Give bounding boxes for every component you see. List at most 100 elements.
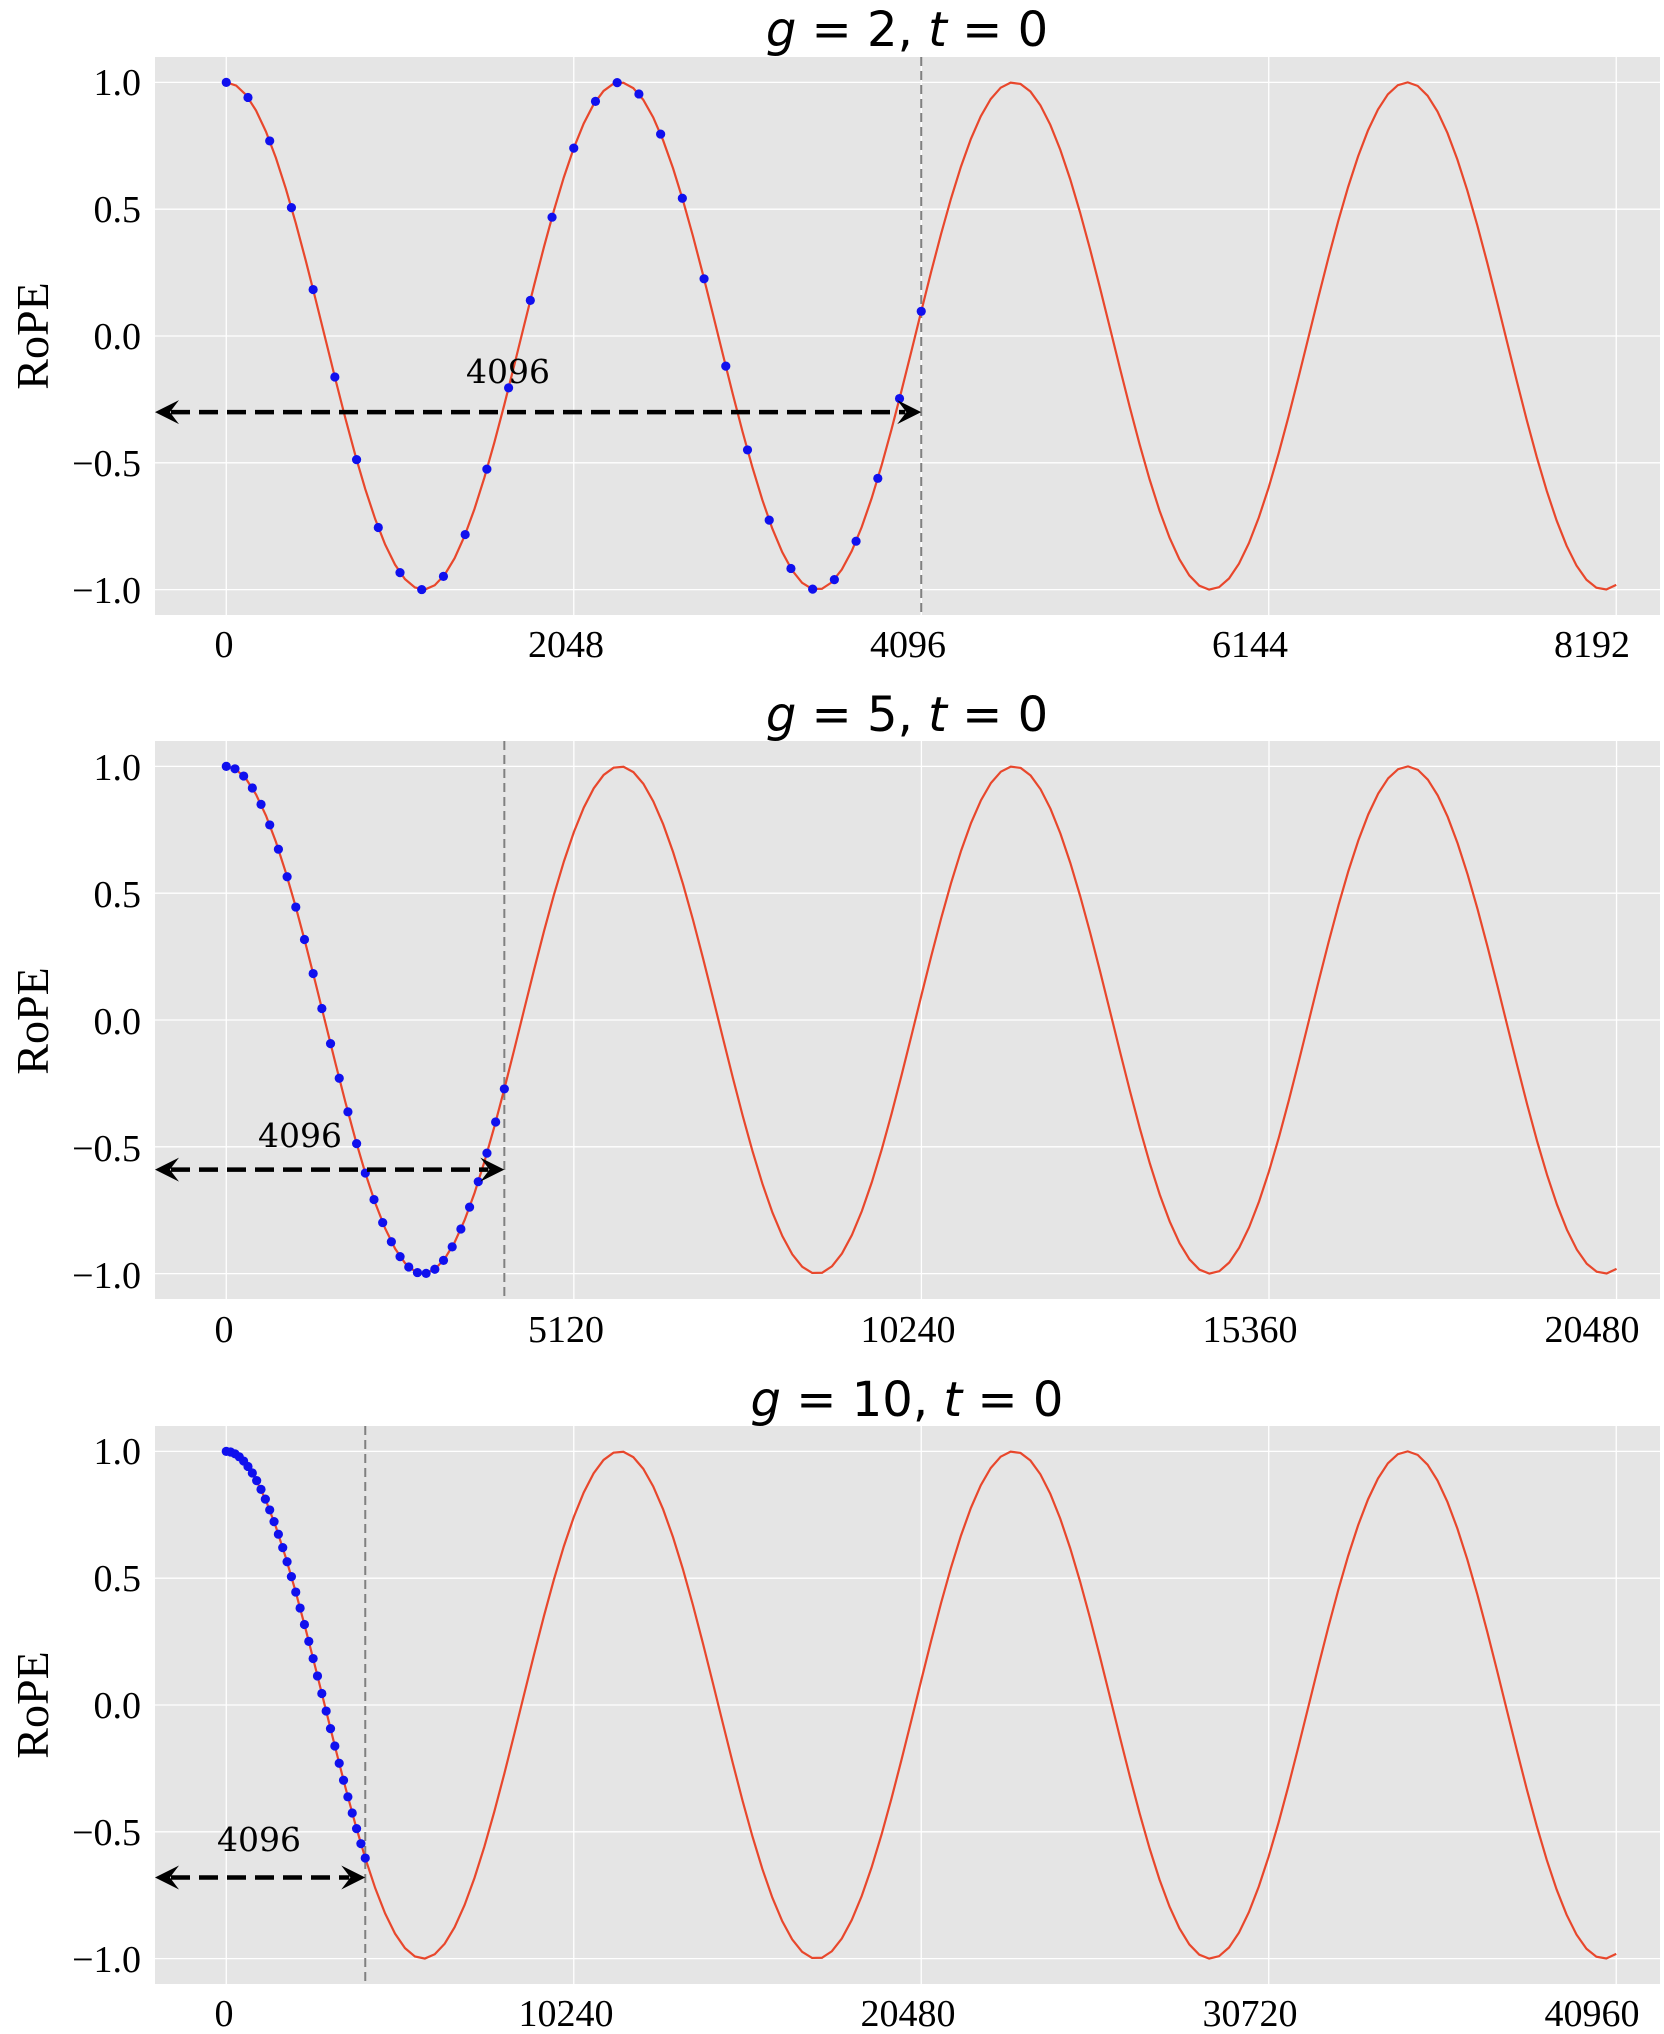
y-tick-label: 0.0 xyxy=(94,316,142,358)
x-tick-label: 5120 xyxy=(528,1309,604,1351)
sample-point xyxy=(395,568,405,578)
sample-point xyxy=(221,761,231,771)
x-tick-label: 15360 xyxy=(1203,1309,1298,1351)
sample-point xyxy=(247,783,257,793)
y-tick-label: 1.0 xyxy=(94,747,142,789)
sample-point xyxy=(269,1517,279,1527)
gridlines-3 xyxy=(155,1426,1660,1984)
x-tick-labels-1: 0 2048 4096 6144 8192 xyxy=(215,624,1631,666)
sample-point xyxy=(278,1542,288,1553)
x-tick-label: 20480 xyxy=(861,1993,956,2034)
chart-title-3: g = 10, t = 0 xyxy=(751,1372,1064,1428)
sample-point xyxy=(491,1117,501,1127)
sample-point xyxy=(265,820,275,830)
sample-point xyxy=(256,1484,266,1494)
arrow-head-right xyxy=(480,1157,505,1182)
y-tick-label: 1.0 xyxy=(94,62,142,104)
sample-point xyxy=(347,1808,357,1818)
y-tick-labels-1: 1.0 0.5 0.0 −0.5 −1.0 xyxy=(72,62,141,612)
sample-point xyxy=(499,1084,509,1094)
sample-point xyxy=(873,473,883,483)
sample-point xyxy=(256,799,266,809)
y-tick-label: −0.5 xyxy=(72,1128,141,1170)
x-tick-label: 2048 xyxy=(528,624,604,666)
sample-point xyxy=(243,1461,253,1472)
series-1 xyxy=(155,57,1617,615)
sample-point xyxy=(916,306,926,316)
sample-point xyxy=(321,1706,331,1716)
sample-point xyxy=(273,844,284,854)
sample-point xyxy=(330,1741,340,1751)
sample-point xyxy=(221,77,231,87)
sample-point xyxy=(634,89,644,99)
y-tick-label: −1.0 xyxy=(72,570,141,612)
series-3 xyxy=(155,1426,1617,1984)
y-tick-labels-2: 1.0 0.5 0.0 −0.5 −1.0 xyxy=(72,747,141,1297)
sample-point xyxy=(282,1557,292,1567)
sample-point xyxy=(721,361,731,371)
y-tick-label: 1.0 xyxy=(94,1431,142,1473)
arrow-annotation-label-2: 4096 xyxy=(258,1116,342,1155)
chart-title-1: g = 2, t = 0 xyxy=(766,2,1048,58)
sample-point xyxy=(569,143,579,153)
sample-point xyxy=(430,1264,440,1274)
arrow-head-right xyxy=(341,1865,366,1890)
sample-point xyxy=(590,96,601,107)
sample-point xyxy=(304,1636,314,1646)
sample-point xyxy=(239,771,249,781)
sample-point xyxy=(351,1824,362,1834)
sample-point xyxy=(291,902,301,912)
chart-panel-1: g = 2, t = 0 RoPE 1.0 0.5 0.0 −0.5 −1.0 … xyxy=(7,2,1660,666)
arrow-annotation-label-3: 4096 xyxy=(217,1820,301,1859)
sample-point xyxy=(460,529,470,540)
sample-point xyxy=(243,92,253,103)
sample-point xyxy=(503,383,514,393)
sample-point xyxy=(299,1619,310,1630)
sample-point xyxy=(247,1468,257,1478)
sample-point xyxy=(273,1529,283,1539)
sample-point xyxy=(421,1268,431,1278)
x-tick-labels-2: 0 5120 10240 15360 20480 xyxy=(215,1309,1640,1351)
sample-point xyxy=(699,274,709,284)
sample-point xyxy=(894,393,905,404)
sample-point xyxy=(265,1505,275,1515)
series-2 xyxy=(155,741,1618,1299)
sample-point xyxy=(404,1262,414,1272)
sample-point xyxy=(447,1242,457,1252)
x-tick-label: 0 xyxy=(215,624,234,666)
x-tick-label: 0 xyxy=(215,1993,234,2034)
sample-point xyxy=(312,1671,323,1681)
sample-point xyxy=(612,78,622,88)
arrow-head-left xyxy=(155,400,179,425)
sample-point xyxy=(482,1148,492,1158)
y-axis-label-2: RoPE xyxy=(7,967,58,1074)
sample-point xyxy=(829,575,839,585)
sample-point xyxy=(317,1003,327,1014)
sample-point xyxy=(438,1255,449,1265)
sample-point xyxy=(851,536,861,546)
sample-point xyxy=(473,1177,483,1187)
x-tick-label: 10240 xyxy=(861,1309,956,1351)
y-tick-label: −1.0 xyxy=(72,1939,141,1981)
sample-point xyxy=(656,129,666,139)
rope-curve xyxy=(225,1450,1617,1960)
sample-point xyxy=(378,1217,388,1228)
y-tick-label: −0.5 xyxy=(72,443,141,485)
sample-point xyxy=(417,584,427,595)
sample-point xyxy=(764,515,774,525)
sample-point xyxy=(308,1653,318,1664)
arrow-head-right xyxy=(897,400,922,425)
arrow-head-left xyxy=(155,1865,179,1890)
sample-point xyxy=(265,136,275,146)
sample-point xyxy=(252,1476,262,1486)
sample-point xyxy=(360,1853,370,1863)
sample-point xyxy=(230,764,240,774)
y-tick-label: 0.5 xyxy=(94,189,142,231)
sample-point xyxy=(295,1603,305,1613)
chart-panel-3: g = 10, t = 0 RoPE 1.0 0.5 0.0 −0.5 −1.0… xyxy=(7,1372,1660,2034)
x-tick-label: 4096 xyxy=(870,624,946,666)
y-tick-label: 0.0 xyxy=(94,1685,142,1727)
sample-point xyxy=(412,1267,423,1278)
x-tick-label: 8192 xyxy=(1554,624,1630,666)
sample-point xyxy=(334,1073,344,1083)
